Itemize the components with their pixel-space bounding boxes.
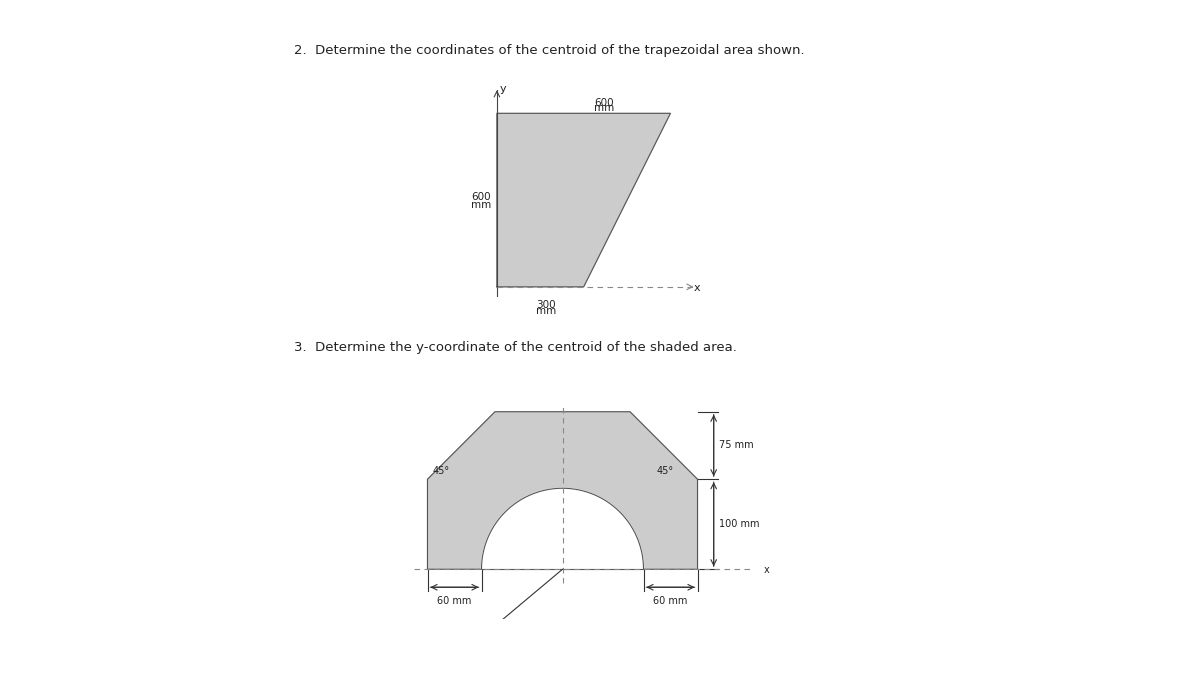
Text: 100 mm: 100 mm (719, 519, 760, 529)
Text: mm: mm (470, 200, 491, 210)
Text: 600: 600 (595, 98, 614, 108)
Polygon shape (497, 113, 671, 287)
Polygon shape (427, 412, 697, 569)
Text: 90 mm: 90 mm (498, 536, 532, 546)
Text: y: y (499, 84, 506, 94)
Text: x: x (694, 284, 700, 293)
Text: mm: mm (594, 103, 614, 113)
Text: 600: 600 (472, 192, 491, 202)
Text: 60 mm: 60 mm (437, 596, 472, 606)
Text: 75 mm: 75 mm (719, 441, 754, 450)
Text: 3.  Determine the y-coordinate of the centroid of the shaded area.: 3. Determine the y-coordinate of the cen… (294, 341, 737, 354)
Text: 2.  Determine the coordinates of the centroid of the trapezoidal area shown.: 2. Determine the coordinates of the cent… (294, 44, 805, 57)
Text: 300: 300 (536, 300, 556, 310)
Polygon shape (481, 488, 643, 569)
Text: x: x (764, 565, 770, 575)
Text: mm: mm (536, 306, 556, 317)
Text: y: y (566, 512, 572, 522)
Text: 60 mm: 60 mm (653, 596, 688, 606)
Text: 45°: 45° (656, 466, 673, 476)
Text: 45°: 45° (433, 466, 450, 476)
